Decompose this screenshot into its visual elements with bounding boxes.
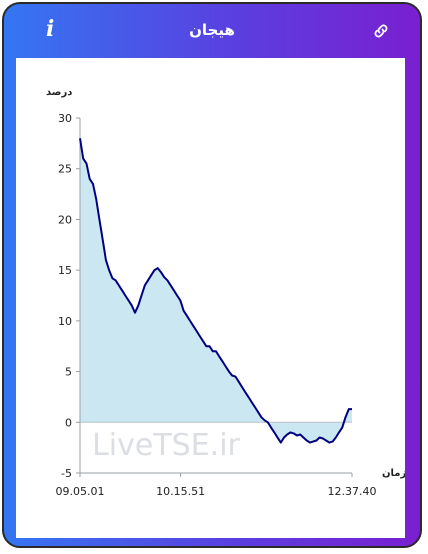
watermark: LiveTSE.ir — [92, 428, 240, 463]
x-axis-label: زمان — [382, 468, 405, 479]
y-tick-label: 20 — [58, 213, 72, 226]
chart-axes: 30 25 20 15 10 5 0 -5 09.05.01 10.15.51 12.37.40 — [56, 112, 377, 498]
y-tick-label: 10 — [58, 315, 72, 328]
emotion-chart: 30 25 20 15 10 5 0 -5 09.05.01 10.15.51 12.37.40 د… — [46, 87, 406, 498]
x-tick-label: 12.37.40 — [328, 485, 377, 498]
y-axis-label: درصد — [46, 87, 72, 98]
chart-panel: 30 25 20 15 10 5 0 -5 09.05.01 10.15.51 12.37.40 د… — [16, 58, 406, 538]
emotion-card: i هیجان 30 25 20 15 10 5 0 -5 09.05.01 10.15.51 12… — [2, 2, 422, 548]
x-tick-label: 09.05.01 — [56, 485, 105, 498]
card-title: هیجان — [189, 21, 235, 39]
y-tick-label: 30 — [58, 112, 72, 125]
link-icon[interactable] — [372, 22, 390, 40]
y-tick-label: -5 — [61, 467, 72, 480]
x-tick-label: 10.15.51 — [156, 485, 205, 498]
y-tick-label: 15 — [58, 264, 72, 277]
y-tick-label: 25 — [58, 163, 72, 176]
area-fill — [80, 138, 352, 443]
y-tick-label: 0 — [65, 416, 72, 429]
card-header: i هیجان — [4, 4, 420, 58]
info-icon[interactable]: i — [46, 16, 55, 42]
y-tick-label: 5 — [65, 366, 72, 379]
series-line — [79, 138, 352, 444]
